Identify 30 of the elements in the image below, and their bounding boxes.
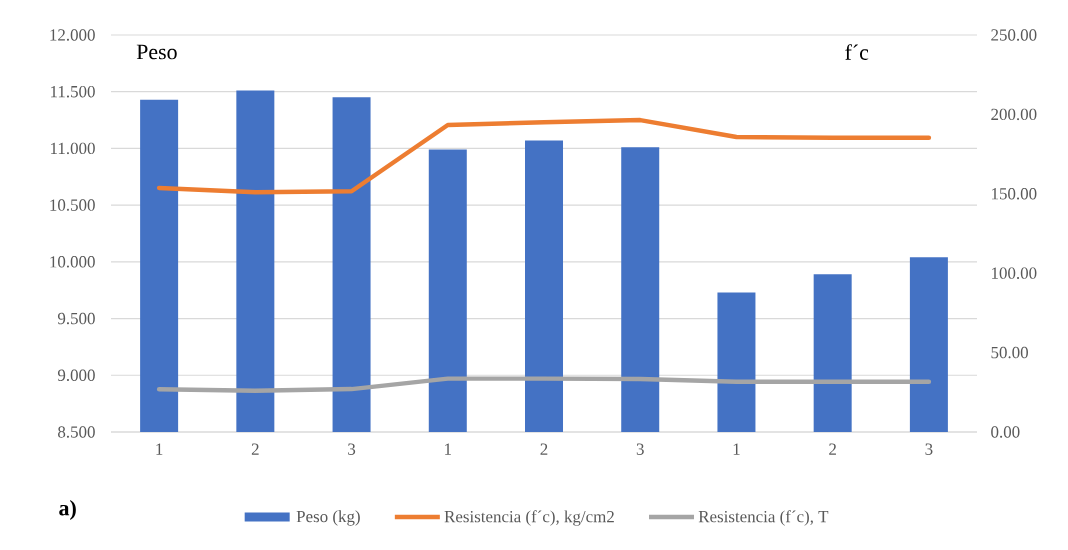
- legend-label: Resistencia (f´c), T: [698, 510, 829, 526]
- x-tick-label: 3: [348, 443, 356, 455]
- y2-tick-label: 0.00: [991, 426, 1020, 438]
- y-tick-label: 9.000: [57, 369, 95, 382]
- y-tick-label: 11.000: [51, 142, 95, 155]
- y-axis-title: Peso: [136, 44, 177, 60]
- x-tick-label: 1: [156, 443, 163, 455]
- x-tick-label: 3: [636, 443, 644, 455]
- x-tick-label: 1: [733, 443, 740, 455]
- legend-label: Peso (kg): [296, 510, 360, 526]
- x-tick-label: 1: [445, 443, 451, 455]
- y2-axis-title: f´c: [845, 44, 869, 60]
- y-tick-label: 12.000: [50, 29, 95, 41]
- x-tick-label: 2: [829, 443, 836, 455]
- y2-tick-label: 250.00: [991, 29, 1037, 41]
- y-tick-label: 11.500: [51, 85, 95, 98]
- line-series: [156, 117, 932, 195]
- y-tick-label: 8.500: [58, 426, 95, 438]
- text: a): [59, 500, 76, 520]
- y2-tick-label: 50.00: [991, 346, 1028, 359]
- y-tick-label: 10.000: [50, 256, 95, 268]
- y-tick-label: 9.500: [57, 312, 95, 325]
- x-tick-label: 2: [251, 443, 259, 455]
- legend-label: Resistencia (f´c), kg/cm2: [444, 510, 614, 526]
- y-tick-label: 10.500: [50, 199, 95, 211]
- y2-tick-label: 150.00: [992, 188, 1037, 200]
- y2-tick-label: 200.00: [991, 108, 1037, 121]
- y2-tick-label: 100.00: [992, 267, 1037, 279]
- x-tick-label: 2: [540, 443, 548, 455]
- x-tick-label: 3: [925, 443, 933, 455]
